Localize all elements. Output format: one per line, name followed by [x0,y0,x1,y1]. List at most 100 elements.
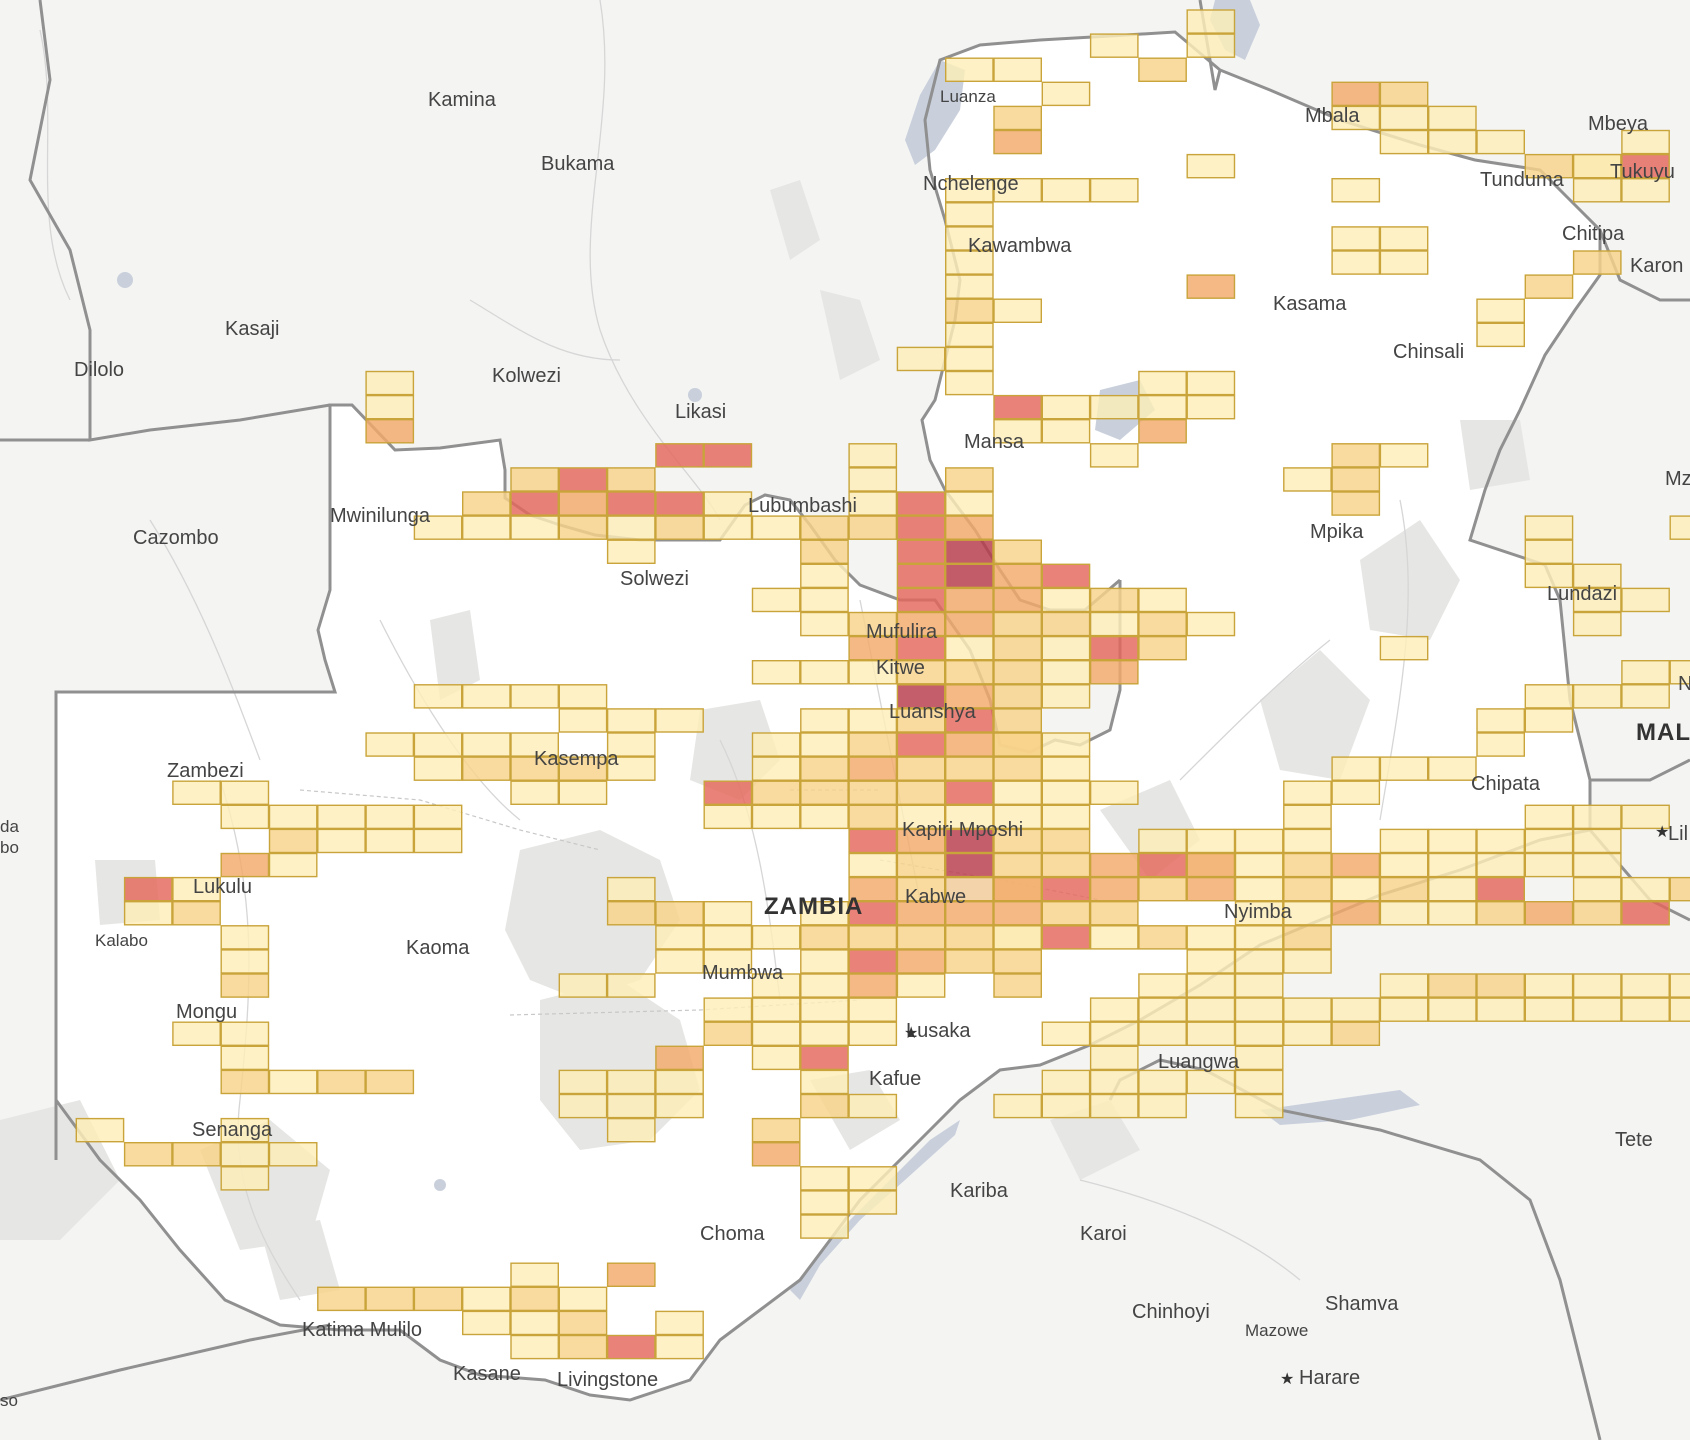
grid-cell[interactable] [703,997,753,1022]
grid-cell[interactable] [1234,828,1284,854]
grid-cell[interactable] [848,491,898,516]
grid-cell[interactable] [751,732,801,757]
grid-cell[interactable] [896,852,946,878]
grid-cell[interactable] [993,804,1042,830]
grid-cell[interactable] [945,515,994,540]
grid-cell[interactable] [655,1069,704,1095]
grid-cell[interactable] [365,1286,415,1312]
grid-cell[interactable] [123,876,173,902]
grid-cell[interactable] [606,491,656,516]
grid-cell[interactable] [413,515,463,540]
grid-cell[interactable] [945,322,994,348]
grid-cell[interactable] [510,756,559,781]
grid-cell[interactable] [1041,828,1091,854]
grid-cell[interactable] [848,901,898,926]
grid-cell[interactable] [993,732,1042,757]
grid-cell[interactable] [606,732,656,757]
grid-cell[interactable] [800,1093,849,1119]
grid-cell[interactable] [1331,443,1381,468]
grid-cell[interactable] [1041,1069,1091,1095]
grid-cell[interactable] [558,780,608,806]
grid-cell[interactable] [413,828,463,854]
grid-cell[interactable] [800,973,849,998]
grid-cell[interactable] [1186,852,1236,878]
grid-cell[interactable] [896,346,946,372]
grid-cell[interactable] [1379,226,1429,251]
grid-cell[interactable] [993,949,1042,974]
grid-cell[interactable] [1041,901,1091,926]
grid-cell[interactable] [1669,876,1690,902]
grid-cell[interactable] [1041,1093,1091,1119]
grid-cell[interactable] [896,732,946,757]
grid-cell[interactable] [703,443,753,468]
grid-cell[interactable] [1234,1093,1284,1119]
grid-cell[interactable] [1089,394,1139,420]
grid-cell[interactable] [1379,901,1429,926]
grid-cell[interactable] [558,1069,608,1095]
grid-cell[interactable] [800,660,849,685]
grid-cell[interactable] [945,925,994,950]
grid-cell[interactable] [365,732,415,757]
grid-cell[interactable] [1041,177,1091,203]
grid-cell[interactable] [1476,322,1525,348]
grid-cell[interactable] [1234,1045,1284,1071]
grid-cell[interactable] [896,780,946,806]
grid-cell[interactable] [1572,997,1622,1022]
grid-cell[interactable] [1572,153,1622,179]
grid-cell[interactable] [1041,1021,1091,1047]
grid-cell[interactable] [848,708,898,733]
grid-cell[interactable] [848,804,898,830]
grid-cell[interactable] [993,298,1042,324]
grid-cell[interactable] [848,467,898,492]
grid-cell[interactable] [1089,1093,1139,1119]
grid-cell[interactable] [703,949,753,974]
grid-cell[interactable] [1524,804,1574,830]
grid-cell[interactable] [993,876,1042,902]
grid-cell[interactable] [945,708,994,733]
grid-cell[interactable] [1669,973,1690,998]
grid-cell[interactable] [1041,876,1091,902]
grid-cell[interactable] [1331,81,1381,107]
grid-cell[interactable] [1186,394,1236,420]
grid-cell[interactable] [1621,587,1670,613]
grid-cell[interactable] [896,611,946,637]
grid-cell[interactable] [945,684,994,709]
grid-cell[interactable] [1138,587,1187,613]
grid-cell[interactable] [268,852,318,878]
grid-cell[interactable] [945,250,994,275]
grid-cell[interactable] [317,1069,366,1095]
grid-cell[interactable] [510,515,559,540]
grid-cell[interactable] [220,1166,270,1191]
grid-cell[interactable] [800,804,849,830]
grid-cell[interactable] [558,684,608,709]
grid-cell[interactable] [1089,1045,1139,1071]
grid-cell[interactable] [1089,1021,1139,1047]
grid-cell[interactable] [1041,684,1091,709]
grid-cell[interactable] [1283,852,1332,878]
grid-cell[interactable] [655,925,704,950]
grid-cell[interactable] [848,611,898,637]
grid-cell[interactable] [751,1045,801,1071]
grid-cell[interactable] [510,684,559,709]
grid-cell[interactable] [945,876,994,902]
grid-cell[interactable] [1379,81,1429,107]
grid-cell[interactable] [993,57,1042,83]
grid-cell[interactable] [1524,563,1574,589]
grid-cell[interactable] [1476,973,1525,998]
grid-cell[interactable] [365,419,415,444]
grid-cell[interactable] [1572,563,1622,589]
grid-cell[interactable] [1234,852,1284,878]
grid-cell[interactable] [848,780,898,806]
grid-cell[interactable] [945,587,994,613]
grid-cell[interactable] [123,1141,173,1167]
grid-cell[interactable] [1089,33,1139,58]
grid-cell[interactable] [365,828,415,854]
grid-cell[interactable] [848,443,898,468]
grid-cell[interactable] [1234,876,1284,902]
grid-cell[interactable] [1427,876,1477,902]
grid-cell[interactable] [800,756,849,781]
grid-cell[interactable] [1138,828,1187,854]
grid-cell[interactable] [1186,33,1236,58]
grid-cell[interactable] [1138,394,1187,420]
grid-cell[interactable] [558,756,608,781]
